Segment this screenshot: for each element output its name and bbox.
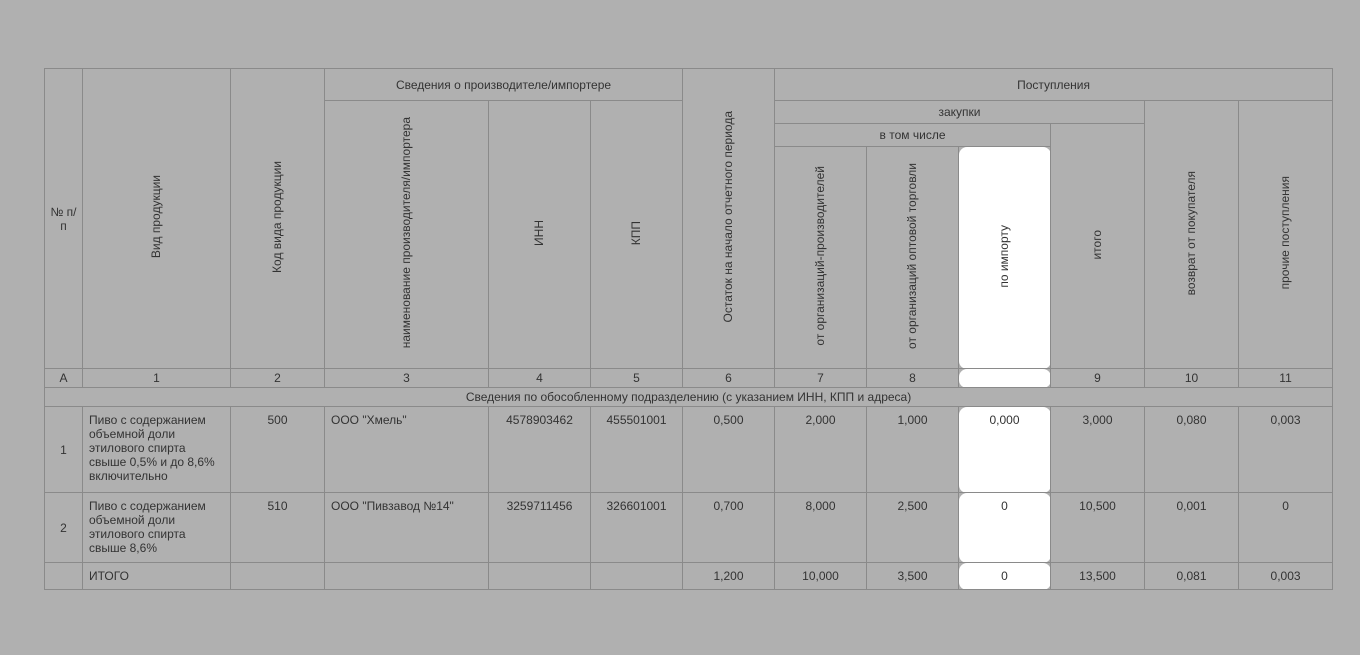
cell-vid: Пиво с содержанием объемной доли этилово… — [83, 407, 231, 493]
cell-ot-proizv: 8,000 — [775, 493, 867, 563]
cell-ostatok: 0,500 — [683, 407, 775, 493]
cell-ot-proizv: 2,000 — [775, 407, 867, 493]
section-title: Сведения по обособленному подразделению … — [45, 388, 1333, 407]
cell-prochie: 0,003 — [1239, 407, 1333, 493]
cell-kpp: 326601001 — [591, 493, 683, 563]
cell-empty — [591, 563, 683, 590]
total-row: ИТОГО 1,200 10,000 3,500 0 13,500 0,081 … — [45, 563, 1333, 590]
cell-total-prochie: 0,003 — [1239, 563, 1333, 590]
col-vozvrat: возврат от покупателя — [1145, 101, 1239, 369]
col-postup: Поступления — [775, 69, 1333, 101]
cell-empty — [45, 563, 83, 590]
cell-total-label: ИТОГО — [83, 563, 231, 590]
label-row: А 1 2 3 4 5 6 7 8 9 10 11 — [45, 369, 1333, 388]
col-naimen: наименование производителя/импортера — [325, 101, 489, 369]
label-cell: 10 — [1145, 369, 1239, 388]
cell-ot-opt: 2,500 — [867, 493, 959, 563]
cell-n: 2 — [45, 493, 83, 563]
label-cell: 7 — [775, 369, 867, 388]
cell-inn: 3259711456 — [489, 493, 591, 563]
cell-empty — [325, 563, 489, 590]
cell-inn: 4578903462 — [489, 407, 591, 493]
cell-kpp: 455501001 — [591, 407, 683, 493]
cell-po-importu: 0,000 — [959, 407, 1051, 493]
label-cell: А — [45, 369, 83, 388]
label-cell: 11 — [1239, 369, 1333, 388]
cell-total-ostatok: 1,200 — [683, 563, 775, 590]
cell-naimen: ООО "Пивзавод №14" — [325, 493, 489, 563]
label-cell: 2 — [231, 369, 325, 388]
col-prochie: прочие поступления — [1239, 101, 1333, 369]
cell-total-ot-proizv: 10,000 — [775, 563, 867, 590]
col-zakupki: закупки — [775, 101, 1145, 124]
table-body: Сведения по обособленному подразделению … — [45, 388, 1333, 590]
label-cell: 4 — [489, 369, 591, 388]
cell-total-itogo: 13,500 — [1051, 563, 1145, 590]
col-producer-group: Сведения о производителе/импортере — [325, 69, 683, 101]
label-cell: 6 — [683, 369, 775, 388]
col-itogo: итого — [1051, 124, 1145, 369]
table-row: 1 Пиво с содержанием объемной доли этило… — [45, 407, 1333, 493]
cell-vid: Пиво с содержанием объемной доли этилово… — [83, 493, 231, 563]
label-cell: 8 — [867, 369, 959, 388]
label-cell: 3 — [325, 369, 489, 388]
col-kpp: КПП — [591, 101, 683, 369]
col-vtomchisle: в том числе — [775, 124, 1051, 147]
cell-total-ot-opt: 3,500 — [867, 563, 959, 590]
cell-total-vozvrat: 0,081 — [1145, 563, 1239, 590]
col-kod: Код вида продукции — [231, 69, 325, 369]
table-header: № п/п Вид продукции Код вида продукции С… — [45, 69, 1333, 388]
col-ostatok: Остаток на начало отчетного периода — [683, 69, 775, 369]
col-ot-proizv: от организаций-производителей — [775, 147, 867, 369]
cell-empty — [231, 563, 325, 590]
col-inn: ИНН — [489, 101, 591, 369]
cell-itogo: 3,000 — [1051, 407, 1145, 493]
cell-n: 1 — [45, 407, 83, 493]
cell-kod: 510 — [231, 493, 325, 563]
label-cell: 1 — [83, 369, 231, 388]
cell-prochie: 0 — [1239, 493, 1333, 563]
label-cell — [959, 369, 1051, 388]
cell-kod: 500 — [231, 407, 325, 493]
cell-ot-opt: 1,000 — [867, 407, 959, 493]
cell-vozvrat: 0,080 — [1145, 407, 1239, 493]
section-row: Сведения по обособленному подразделению … — [45, 388, 1333, 407]
cell-po-importu: 0 — [959, 493, 1051, 563]
cell-ostatok: 0,700 — [683, 493, 775, 563]
col-npp: № п/п — [45, 69, 83, 369]
cell-vozvrat: 0,001 — [1145, 493, 1239, 563]
declaration-table: № п/п Вид продукции Код вида продукции С… — [44, 68, 1333, 590]
label-cell: 9 — [1051, 369, 1145, 388]
col-vid: Вид продукции — [83, 69, 231, 369]
cell-total-po-importu: 0 — [959, 563, 1051, 590]
col-po-importu: по импорту — [959, 147, 1051, 369]
table-row: 2 Пиво с содержанием объемной доли этило… — [45, 493, 1333, 563]
cell-empty — [489, 563, 591, 590]
cell-itogo: 10,500 — [1051, 493, 1145, 563]
col-ot-opt: от организаций оптовой торговли — [867, 147, 959, 369]
label-cell: 5 — [591, 369, 683, 388]
cell-naimen: ООО "Хмель" — [325, 407, 489, 493]
